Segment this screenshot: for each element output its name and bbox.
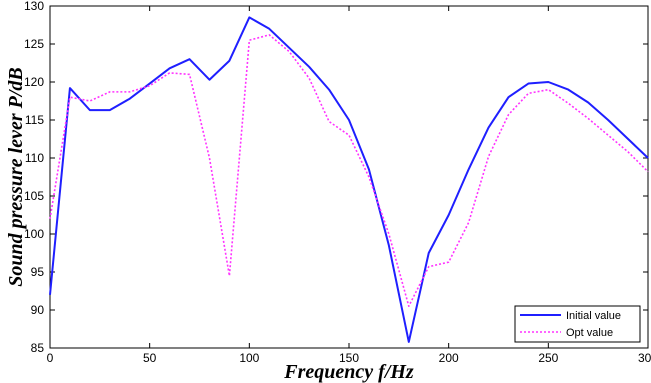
x-tick-label-2: 100 bbox=[239, 351, 259, 365]
series-line-0 bbox=[49, 16, 649, 343]
x-tick-label-1: 50 bbox=[143, 351, 157, 365]
y-axis-label: Sound pressure lever P/dB bbox=[5, 67, 27, 286]
y-tick-label-6: 115 bbox=[25, 113, 44, 127]
x-axis-label: Frequency f/Hz bbox=[283, 361, 414, 383]
x-tick-label-5: 250 bbox=[538, 351, 558, 365]
y-tick-label-8: 125 bbox=[24, 37, 44, 51]
legend-label-initial: Initial value bbox=[566, 310, 621, 322]
legend-box bbox=[514, 305, 641, 343]
x-tick-label-6: 300 bbox=[638, 351, 651, 365]
x-tick-label-0: 0 bbox=[47, 351, 54, 365]
y-tick-label-7: 120 bbox=[24, 75, 44, 89]
x-tick-label-4: 200 bbox=[439, 351, 459, 365]
x-tick-label-3: 150 bbox=[339, 351, 359, 365]
y-tick-label-3: 100 bbox=[24, 227, 44, 241]
legend: Initial value Opt value bbox=[514, 305, 641, 343]
y-tick-label-2: 95 bbox=[31, 265, 45, 279]
plot-area bbox=[49, 5, 649, 349]
y-tick-label-0: 85 bbox=[31, 341, 45, 355]
y-tick-label-5: 110 bbox=[25, 151, 44, 165]
series-lines bbox=[49, 16, 649, 343]
y-tick-label-9: 130 bbox=[24, 0, 44, 13]
y-tick-label-1: 90 bbox=[31, 303, 45, 317]
ticks: 0 50 100 150 200 250 300 85 90 95 100 105 110 115 120 1… bbox=[24, 0, 651, 365]
legend-label-opt: Opt value bbox=[566, 327, 613, 339]
y-tick-label-4: 105 bbox=[24, 189, 44, 203]
